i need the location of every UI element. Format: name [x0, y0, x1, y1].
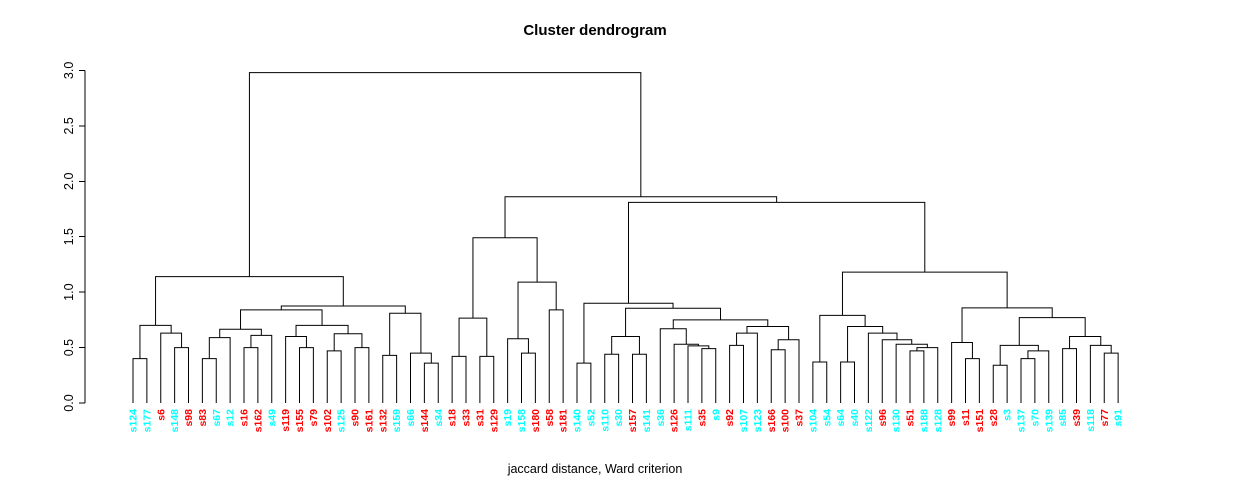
leaf-label: s96 — [877, 409, 889, 427]
leaf-label: s162 — [252, 409, 264, 433]
leaf-label: s40 — [849, 409, 861, 427]
leaf-label: s92 — [724, 409, 736, 427]
leaf-label: s39 — [1071, 409, 1083, 427]
leaf-label: s111 — [683, 409, 695, 431]
leaf-label: s49 — [266, 409, 278, 427]
leaf-label: s35 — [696, 409, 708, 427]
y-tick-label: 0.5 — [62, 339, 76, 356]
leaf-label: s124 — [128, 409, 140, 433]
leaf-label: s148 — [169, 409, 181, 433]
leaf-label: s18 — [447, 409, 459, 427]
leaf-label: s12 — [225, 409, 237, 427]
leaf-label: s11 — [960, 409, 972, 426]
leaf-label: s188 — [918, 409, 930, 433]
leaf-label: s51 — [905, 409, 917, 427]
leaf-label: s28 — [988, 409, 1000, 427]
leaf-label: s98 — [183, 409, 195, 427]
leaf-label: s36 — [655, 409, 667, 427]
y-axis: 0.0 0.5 1.0 1.5 2.0 2.5 3.0 — [62, 62, 86, 412]
leaf-label: s33 — [461, 409, 473, 427]
leaf-label: s77 — [1099, 409, 1111, 427]
leaf-label: s158 — [516, 409, 528, 433]
leaf-label: s99 — [946, 409, 958, 427]
leaf-label: s181 — [558, 409, 570, 433]
leaf-label: s100 — [780, 409, 792, 433]
dendrogram-tree — [132, 72, 1119, 403]
leaf-label: s58 — [544, 409, 556, 427]
leaf-label: s19 — [502, 409, 514, 427]
leaf-label: s166 — [766, 409, 778, 433]
leaf-label: s37 — [794, 409, 806, 427]
y-tick-label: 1.5 — [62, 228, 76, 245]
leaf-label: s6 — [155, 409, 167, 421]
leaf-label: s9 — [710, 409, 722, 421]
leaf-label: s137 — [1016, 409, 1028, 433]
leaf-label: s161 — [363, 409, 375, 433]
leaf-label: s110 — [599, 409, 611, 432]
y-tick-label: 3.0 — [62, 62, 76, 79]
leaf-label: s90 — [350, 409, 362, 427]
leaf-label: s16 — [239, 409, 251, 427]
leaf-label: s139 — [1043, 409, 1055, 433]
leaf-label: s91 — [1113, 409, 1125, 427]
leaf-label: s125 — [336, 409, 348, 433]
leaf-label: s64 — [835, 409, 847, 427]
leaf-label: s180 — [530, 409, 542, 433]
axis-caption: jaccard distance, Ward criterion — [507, 462, 683, 476]
leaf-label: s54 — [821, 409, 833, 427]
leaf-label: s66 — [405, 409, 417, 427]
leaf-label: s31 — [474, 409, 486, 427]
leaf-label: s3 — [1002, 409, 1014, 421]
leaf-label: s132 — [377, 409, 389, 433]
leaf-label: s67 — [211, 409, 223, 427]
chart-title: Cluster dendrogram — [523, 22, 667, 39]
y-tick-label: 1.0 — [62, 283, 76, 300]
leaf-label: s177 — [141, 409, 153, 433]
leaf-labels: s124 s177 s6 s148 s98 s83 s67 s12 s16 s162 s49 s119… — [128, 409, 1125, 433]
leaf-label: s83 — [197, 409, 209, 427]
leaf-label: s123 — [752, 409, 764, 433]
leaf-label: s30 — [613, 409, 625, 427]
leaf-label: s144 — [419, 409, 431, 433]
leaf-label: s119 — [280, 409, 292, 432]
y-tick-label: 2.0 — [62, 173, 76, 190]
leaf-label: s141 — [641, 409, 653, 433]
leaf-label: s34 — [433, 409, 445, 427]
leaf-label: s102 — [322, 409, 334, 433]
leaf-label: s129 — [488, 409, 500, 433]
leaf-label: s107 — [738, 409, 750, 433]
leaf-label: s126 — [669, 409, 681, 433]
leaf-label: s85 — [1057, 409, 1069, 427]
leaf-label: s157 — [627, 409, 639, 433]
leaf-label: s52 — [585, 409, 597, 427]
leaf-label: s104 — [807, 409, 819, 433]
leaf-label: s155 — [294, 409, 306, 433]
leaf-label: s130 — [891, 409, 903, 433]
y-tick-label: 0.0 — [62, 394, 76, 411]
leaf-label: s140 — [572, 409, 584, 433]
leaf-label: s159 — [391, 409, 403, 433]
leaf-label: s128 — [932, 409, 944, 433]
y-tick-label: 2.5 — [62, 117, 76, 134]
leaf-label: s151 — [974, 409, 986, 433]
leaf-label: s79 — [308, 409, 320, 427]
leaf-label: s122 — [863, 409, 875, 433]
leaf-label: s118 — [1085, 409, 1097, 432]
leaf-label: s70 — [1029, 409, 1041, 427]
